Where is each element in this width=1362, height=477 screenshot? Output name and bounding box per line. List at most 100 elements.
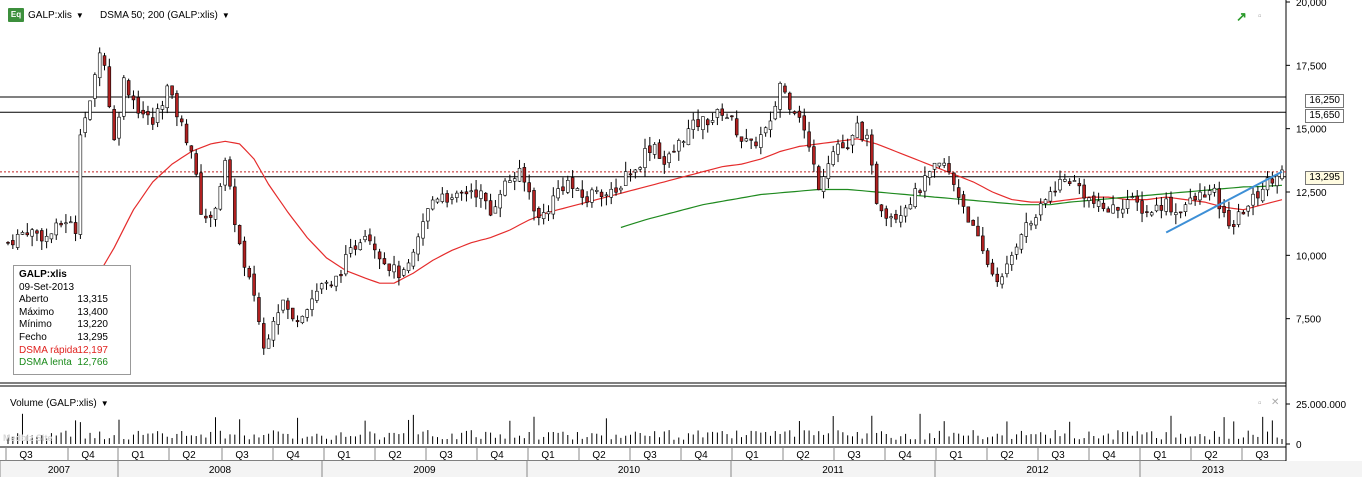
candle-body [894,213,898,220]
candle-body [1164,198,1168,212]
candle-body [146,111,150,116]
candle-body [223,160,227,186]
candle-body [107,66,112,108]
trendline[interactable] [1165,170,1283,234]
candle-body [1116,207,1120,211]
candle-body [865,134,869,139]
candle-body [580,189,585,198]
candle-body [93,74,97,99]
candle-body [976,225,980,237]
quarter-label: Q1 [541,450,555,461]
candle-body [831,151,835,165]
candle-body [696,119,700,128]
candle-body [1077,183,1082,187]
candle-body [271,321,276,341]
candle-body [942,162,946,166]
candle-body [160,105,165,110]
candle-body [512,178,517,182]
candle-body [112,109,116,141]
candle-body [1149,212,1154,216]
candle-body [88,100,92,120]
candle-body [1198,191,1202,201]
y-tick-label: 20,000 [1296,0,1327,9]
candle-body [541,212,546,219]
candle-body [537,208,541,218]
slow-ma-line [620,184,1283,229]
candle-body [503,180,507,196]
trend-tool-icon[interactable]: ↗ [1236,9,1247,24]
info-row-close: Fecho 13,295 [19,331,108,343]
candle-body [1212,187,1217,193]
quarter-label: Q2 [592,450,606,461]
candle-body [1014,246,1019,255]
candle-body [1145,211,1149,213]
candle-body [377,251,382,260]
candle-body [652,144,657,155]
candle-body [35,230,39,234]
candle-body [1183,204,1188,212]
candle-body [546,211,551,215]
quarter-label: Q1 [745,450,759,461]
quarter-label: Q2 [796,450,810,461]
candle-body [1034,217,1038,226]
volume-selector[interactable]: Volume (GALP:xlis) ▼ [10,398,109,409]
candle-body [1135,195,1139,203]
candle-body [816,166,821,191]
quarter-label: Q3 [1051,450,1065,461]
quarter-label: Q2 [388,450,402,461]
candle-body [464,191,469,195]
quarter-label: Q3 [235,450,249,461]
equity-icon: Eq [8,8,24,22]
candle-body [175,93,179,118]
candle-body [218,186,223,210]
candle-body [768,120,773,130]
candle-body [315,290,319,301]
candle-body [850,134,855,146]
candle-body [1101,202,1106,209]
indicator-selector[interactable]: DSMA 50; 200 (GALP:xlis) ▼ [100,10,230,21]
candle-body [450,197,454,200]
chevron-down-icon: ▼ [75,11,84,20]
candle-body [54,222,59,236]
symbol-selector[interactable]: GALP:xlis ▼ [28,10,84,21]
close-icon[interactable]: ✕ [1271,397,1280,408]
maximize-icon[interactable]: ▫ [1258,11,1262,22]
candle-body [117,116,121,139]
candle-body [411,251,416,267]
candle-body [102,55,107,66]
candle-body [435,198,440,203]
candle-body [633,169,638,173]
candle-body [397,265,401,279]
candle-body [1260,188,1265,202]
candle-body [1130,196,1135,198]
quarter-label: Q4 [286,450,300,461]
volume-maximize-icon[interactable]: ▫ [1258,398,1262,409]
candle-body [40,230,44,242]
info-row-slow-ma: DSMA lenta 12,766 [19,357,108,369]
candle-body [184,123,189,144]
candle-body [884,208,889,219]
candle-body [421,221,425,239]
candle-body [836,143,840,155]
candle-body [792,111,797,114]
candle-body [151,117,155,125]
candle-body [638,167,642,170]
support-resistance-lines[interactable] [0,96,1286,178]
candle-body [324,281,329,284]
volume-label: Volume (GALP:xlis) [10,398,97,409]
candle-body [1174,212,1178,215]
candle-body [1058,179,1062,191]
candle-body [233,186,237,225]
candle-body [213,207,218,220]
info-title: GALP:xlis [19,269,67,280]
candle-body [1048,191,1053,202]
candle-body [498,193,502,209]
candle-body [155,108,160,123]
candle-body [474,189,478,198]
quarter-label: Q3 [643,450,657,461]
candle-body [1169,196,1173,213]
candle-body [358,242,363,251]
candle-body [889,216,893,219]
candle-body [778,82,782,110]
candle-body [662,156,667,165]
